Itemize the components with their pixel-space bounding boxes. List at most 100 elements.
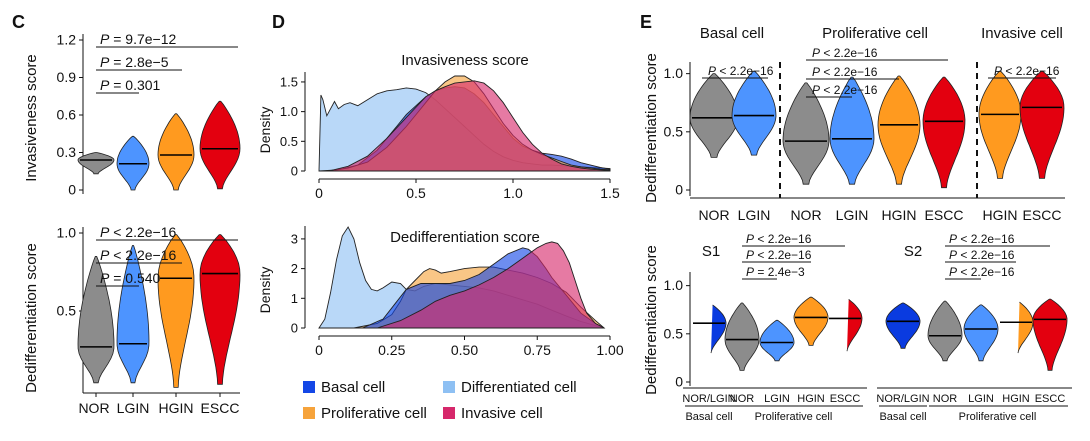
violin-nor (724, 302, 760, 371)
p-value-label: P < 2.2e−16 (812, 83, 878, 97)
legend-swatch (303, 381, 315, 393)
y-tick-label: 1 (291, 291, 298, 306)
x-tick-label: NOR/LGIN (876, 393, 929, 405)
violin-lgin (116, 245, 150, 384)
violin-nor (77, 255, 115, 384)
panel-letter-d: D (272, 12, 285, 32)
x-tick-label: NOR (78, 400, 109, 416)
p-value-label: P < 2.2e−16 (994, 64, 1060, 78)
x-tick-label: 0.25 (378, 342, 405, 358)
x-tick-label: HGIN (797, 393, 825, 405)
y-tick-label: 1.0 (664, 277, 684, 293)
y-tick-label: 1.0 (664, 65, 684, 81)
y-tick-label: 0.5 (57, 303, 77, 319)
violin-hgin (1017, 301, 1034, 354)
y-axis-title: Invasiveness score (23, 54, 40, 182)
p-value-label: P < 2.2e−16 (949, 265, 1015, 279)
x-tick-label: 1.0 (503, 185, 523, 201)
violin-nor (689, 73, 739, 158)
violin-escc (1019, 70, 1065, 179)
y-tick-label: 0.5 (664, 123, 684, 139)
p-value-label: P < 2.2e−16 (812, 46, 878, 60)
y-tick-label: 1.0 (57, 225, 77, 241)
x-tick-label: 0.5 (406, 185, 426, 201)
violin-nor (77, 152, 115, 175)
violin-lgin (963, 304, 999, 362)
x-tick-label: ESCC (201, 400, 240, 416)
panel-letter-c: C (12, 12, 25, 32)
x-tick-label: HGIN (983, 207, 1018, 223)
x-tick-label: NOR (933, 393, 958, 405)
y-tick-label: 0 (291, 164, 298, 179)
p-value-label: P < 2.2e−16 (100, 247, 177, 263)
density-title: Invasiveness score (401, 52, 529, 69)
p-value-label: P < 2.2e−16 (708, 64, 774, 78)
x-tick-label: 1.5 (600, 185, 620, 201)
x-tick-label: HGIN (1002, 393, 1030, 405)
density-title: Dedifferentiation score (390, 229, 540, 246)
violin-hgin (793, 296, 829, 346)
p-value-label: P < 2.2e−16 (746, 232, 812, 246)
x-tick-label: ESCC (830, 393, 861, 405)
violin-hgin (978, 70, 1022, 179)
violin-escc (922, 76, 966, 189)
subpanel-title: S1 (702, 243, 720, 260)
x-tick-label: LGIN (836, 207, 869, 223)
legend-label: Basal cell (321, 379, 385, 396)
y-tick-label: 3 (291, 231, 298, 246)
group-title: Proliferative cell (822, 25, 928, 42)
group-label: Basal cell (685, 411, 732, 423)
x-tick-label: LGIN (738, 207, 771, 223)
violin-nor (782, 82, 830, 185)
x-tick-label: NOR (698, 207, 729, 223)
violin-hgin (877, 75, 921, 185)
y-tick-label: 0 (291, 321, 298, 336)
group-title: Invasive cell (981, 25, 1063, 42)
density-invasive-cell (377, 241, 605, 329)
subpanel-title: S2 (904, 243, 922, 260)
p-value-label: P = 2.8e−5 (100, 54, 169, 70)
p-value-label: P < 2.2e−16 (746, 248, 812, 262)
y-tick-label: 0.6 (57, 107, 77, 123)
y-tick-label: 0 (68, 182, 76, 198)
x-tick-label: ESCC (925, 207, 964, 223)
density-invasive-cell (328, 80, 611, 172)
y-tick-label: 2 (291, 261, 298, 276)
x-tick-label: 0 (315, 185, 323, 201)
x-tick-label: NOR (730, 393, 755, 405)
y-tick-label: 0.3 (57, 144, 77, 160)
p-value-label: P < 2.2e−16 (949, 232, 1015, 246)
x-tick-label: 0.75 (524, 342, 551, 358)
p-value-label: P = 2.4e−3 (746, 265, 805, 279)
x-tick-label: LGIN (117, 400, 150, 416)
y-tick-label: 0.5 (280, 134, 298, 149)
legend-label: Differentiated cell (461, 379, 577, 396)
violin-escc (199, 234, 241, 385)
group-label: Proliferative cell (959, 411, 1037, 423)
x-tick-label: LGIN (764, 393, 790, 405)
y-tick-label: 0.9 (57, 69, 77, 85)
p-value-label: P < 2.2e−16 (100, 224, 177, 240)
y-axis-title: Density (257, 267, 273, 314)
legend-swatch (303, 407, 315, 419)
x-tick-label: NOR (790, 207, 821, 223)
x-tick-label: 0.50 (451, 342, 478, 358)
violin-nor (927, 300, 963, 362)
y-tick-label: 1.0 (280, 104, 298, 119)
p-value-label: P < 2.2e−16 (812, 65, 878, 79)
x-tick-label: ESCC (1023, 207, 1062, 223)
x-tick-label: 0 (315, 342, 323, 358)
group-label: Proliferative cell (755, 411, 833, 423)
violin-escc (846, 298, 863, 352)
x-tick-label: NOR/LGIN (682, 393, 735, 405)
violin-nor-lgin (710, 304, 727, 354)
group-label: Basal cell (879, 411, 926, 423)
p-value-label: P < 2.2e−16 (949, 248, 1015, 262)
y-tick-label: 0 (675, 374, 683, 390)
x-tick-label: HGIN (159, 400, 194, 416)
violin-hgin (157, 234, 195, 388)
legend-label: Invasive cell (461, 405, 543, 422)
panel-letter-e: E (640, 12, 652, 32)
